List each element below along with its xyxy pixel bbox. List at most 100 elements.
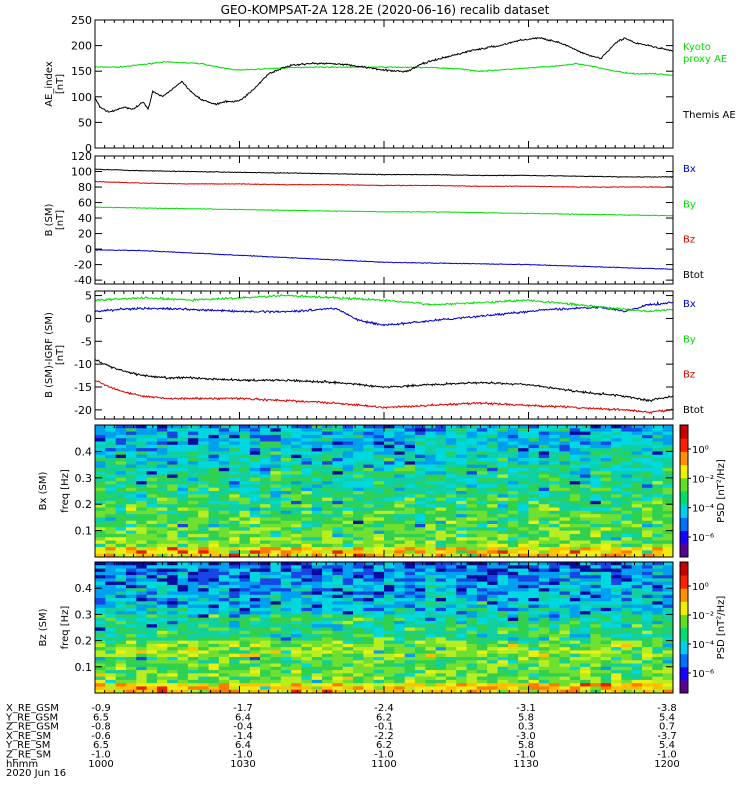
spectrogram-cell <box>260 643 271 648</box>
spectrogram-cell <box>559 458 571 462</box>
spectrogram-cell <box>105 527 116 531</box>
spectrogram-cell <box>363 584 374 589</box>
spectrogram-cell <box>487 611 498 615</box>
spectrogram-cell <box>291 643 302 648</box>
spectrogram-cell <box>146 676 158 681</box>
spectrogram-cell <box>167 660 178 664</box>
spectrogram-cell <box>384 607 395 612</box>
spectrogram-cell <box>218 581 230 586</box>
spectrogram-cell <box>559 637 571 641</box>
spectrogram-cell <box>549 591 560 596</box>
spectrogram-cell <box>476 647 488 651</box>
spectrogram-cell <box>156 620 168 625</box>
y-tick-label: 40 <box>78 212 92 225</box>
spectrogram-cell <box>394 464 405 469</box>
spectrogram-cell <box>342 650 354 654</box>
spectrogram-cell <box>167 598 178 602</box>
spectrogram-cell <box>177 553 189 558</box>
spectrogram-cell <box>497 630 509 635</box>
spectrogram-cell <box>580 487 591 492</box>
spectrogram-cell <box>187 520 199 525</box>
spectrogram-cell <box>260 481 271 485</box>
spectrogram-cell <box>239 481 251 485</box>
spectrogram-cell <box>208 663 220 668</box>
spectrogram-cell <box>549 581 560 586</box>
spectrogram-cell <box>105 679 116 684</box>
spectrogram-cell <box>301 428 313 432</box>
spectrogram-cell <box>167 650 178 654</box>
spectrogram-cell <box>456 428 467 432</box>
spectrogram-cell <box>642 547 653 551</box>
spectrogram-cell <box>229 581 240 586</box>
spectrogram-cell <box>311 474 323 479</box>
spectrogram-cell <box>435 471 447 475</box>
spectrogram-cell <box>621 571 633 576</box>
colorbar-cell <box>680 436 688 439</box>
spectrogram-cell <box>569 540 581 545</box>
spectrogram-cell <box>384 591 395 596</box>
spectrogram-cell <box>125 588 137 592</box>
spectrogram-cell <box>642 510 653 515</box>
spectrogram-cell <box>363 614 374 618</box>
spectrogram-cell <box>590 643 602 648</box>
spectrogram-cell <box>311 507 323 512</box>
spectrogram-cell <box>218 568 230 573</box>
spectrogram-cell <box>487 514 498 518</box>
spectrogram-cell <box>662 461 674 465</box>
spectrogram-cell <box>146 533 158 538</box>
spectrogram-cell <box>456 530 467 535</box>
spectrogram-cell <box>270 527 282 531</box>
spectrogram-cell <box>187 438 199 442</box>
spectrogram-cell <box>487 565 498 569</box>
spectrogram-cell <box>291 660 302 664</box>
spectrogram-cell <box>662 471 674 475</box>
spectrogram-cell <box>218 471 230 475</box>
spectrogram-cell <box>538 474 550 479</box>
spectrogram-cell <box>363 686 374 691</box>
spectrogram-cell <box>229 524 240 528</box>
spectrogram-cell <box>373 637 385 641</box>
spectrogram-cell <box>559 543 571 548</box>
spectrogram-cell <box>363 471 374 475</box>
spectrogram-cell <box>580 425 591 429</box>
spectrogram-cell <box>384 520 395 525</box>
spectrogram-cell <box>187 683 199 687</box>
spectrogram-cell <box>342 611 354 615</box>
spectrogram-cell <box>322 507 333 512</box>
spectrogram-cell <box>270 428 282 432</box>
spectrogram-cell <box>229 670 240 674</box>
spectrogram-cell <box>580 627 591 632</box>
spectrogram-cell <box>363 634 374 638</box>
spectrogram-cell <box>590 520 602 525</box>
spectrogram-cell <box>528 568 540 573</box>
spectrogram-cell <box>218 607 230 612</box>
spectrogram-cell <box>280 653 292 658</box>
spectrogram-cell <box>156 448 168 452</box>
spectrogram-cell <box>95 444 106 449</box>
spectrogram-cell <box>569 458 581 462</box>
spectrogram-cell <box>631 491 643 495</box>
spectrogram-cell <box>445 444 457 449</box>
spectrogram-cell <box>507 581 519 586</box>
series-line-bx <box>94 249 674 270</box>
spectrogram-cell <box>95 627 106 632</box>
spectrogram-cell <box>414 533 426 538</box>
spectrogram-cell <box>115 524 127 528</box>
spectrogram-cell <box>445 620 457 625</box>
spectrogram-cell <box>466 481 478 485</box>
spectrogram-cell <box>115 458 127 462</box>
spectrogram-cell <box>291 663 302 668</box>
spectrogram-cell <box>631 471 643 475</box>
spectrogram-cell <box>311 434 323 439</box>
spectrogram-cell <box>136 650 147 654</box>
spectrogram-cell <box>394 594 405 599</box>
spectrogram-cell <box>662 550 674 554</box>
spectrogram-cell <box>208 598 220 602</box>
spectrogram-cell <box>146 575 158 579</box>
spectrogram-cell <box>425 477 436 482</box>
spectrogram-cell <box>167 594 178 599</box>
spectrogram-cell <box>497 448 509 452</box>
spectrogram-cell <box>187 464 199 469</box>
colorbar-frame <box>679 424 689 558</box>
spectrogram-cell <box>394 683 405 687</box>
